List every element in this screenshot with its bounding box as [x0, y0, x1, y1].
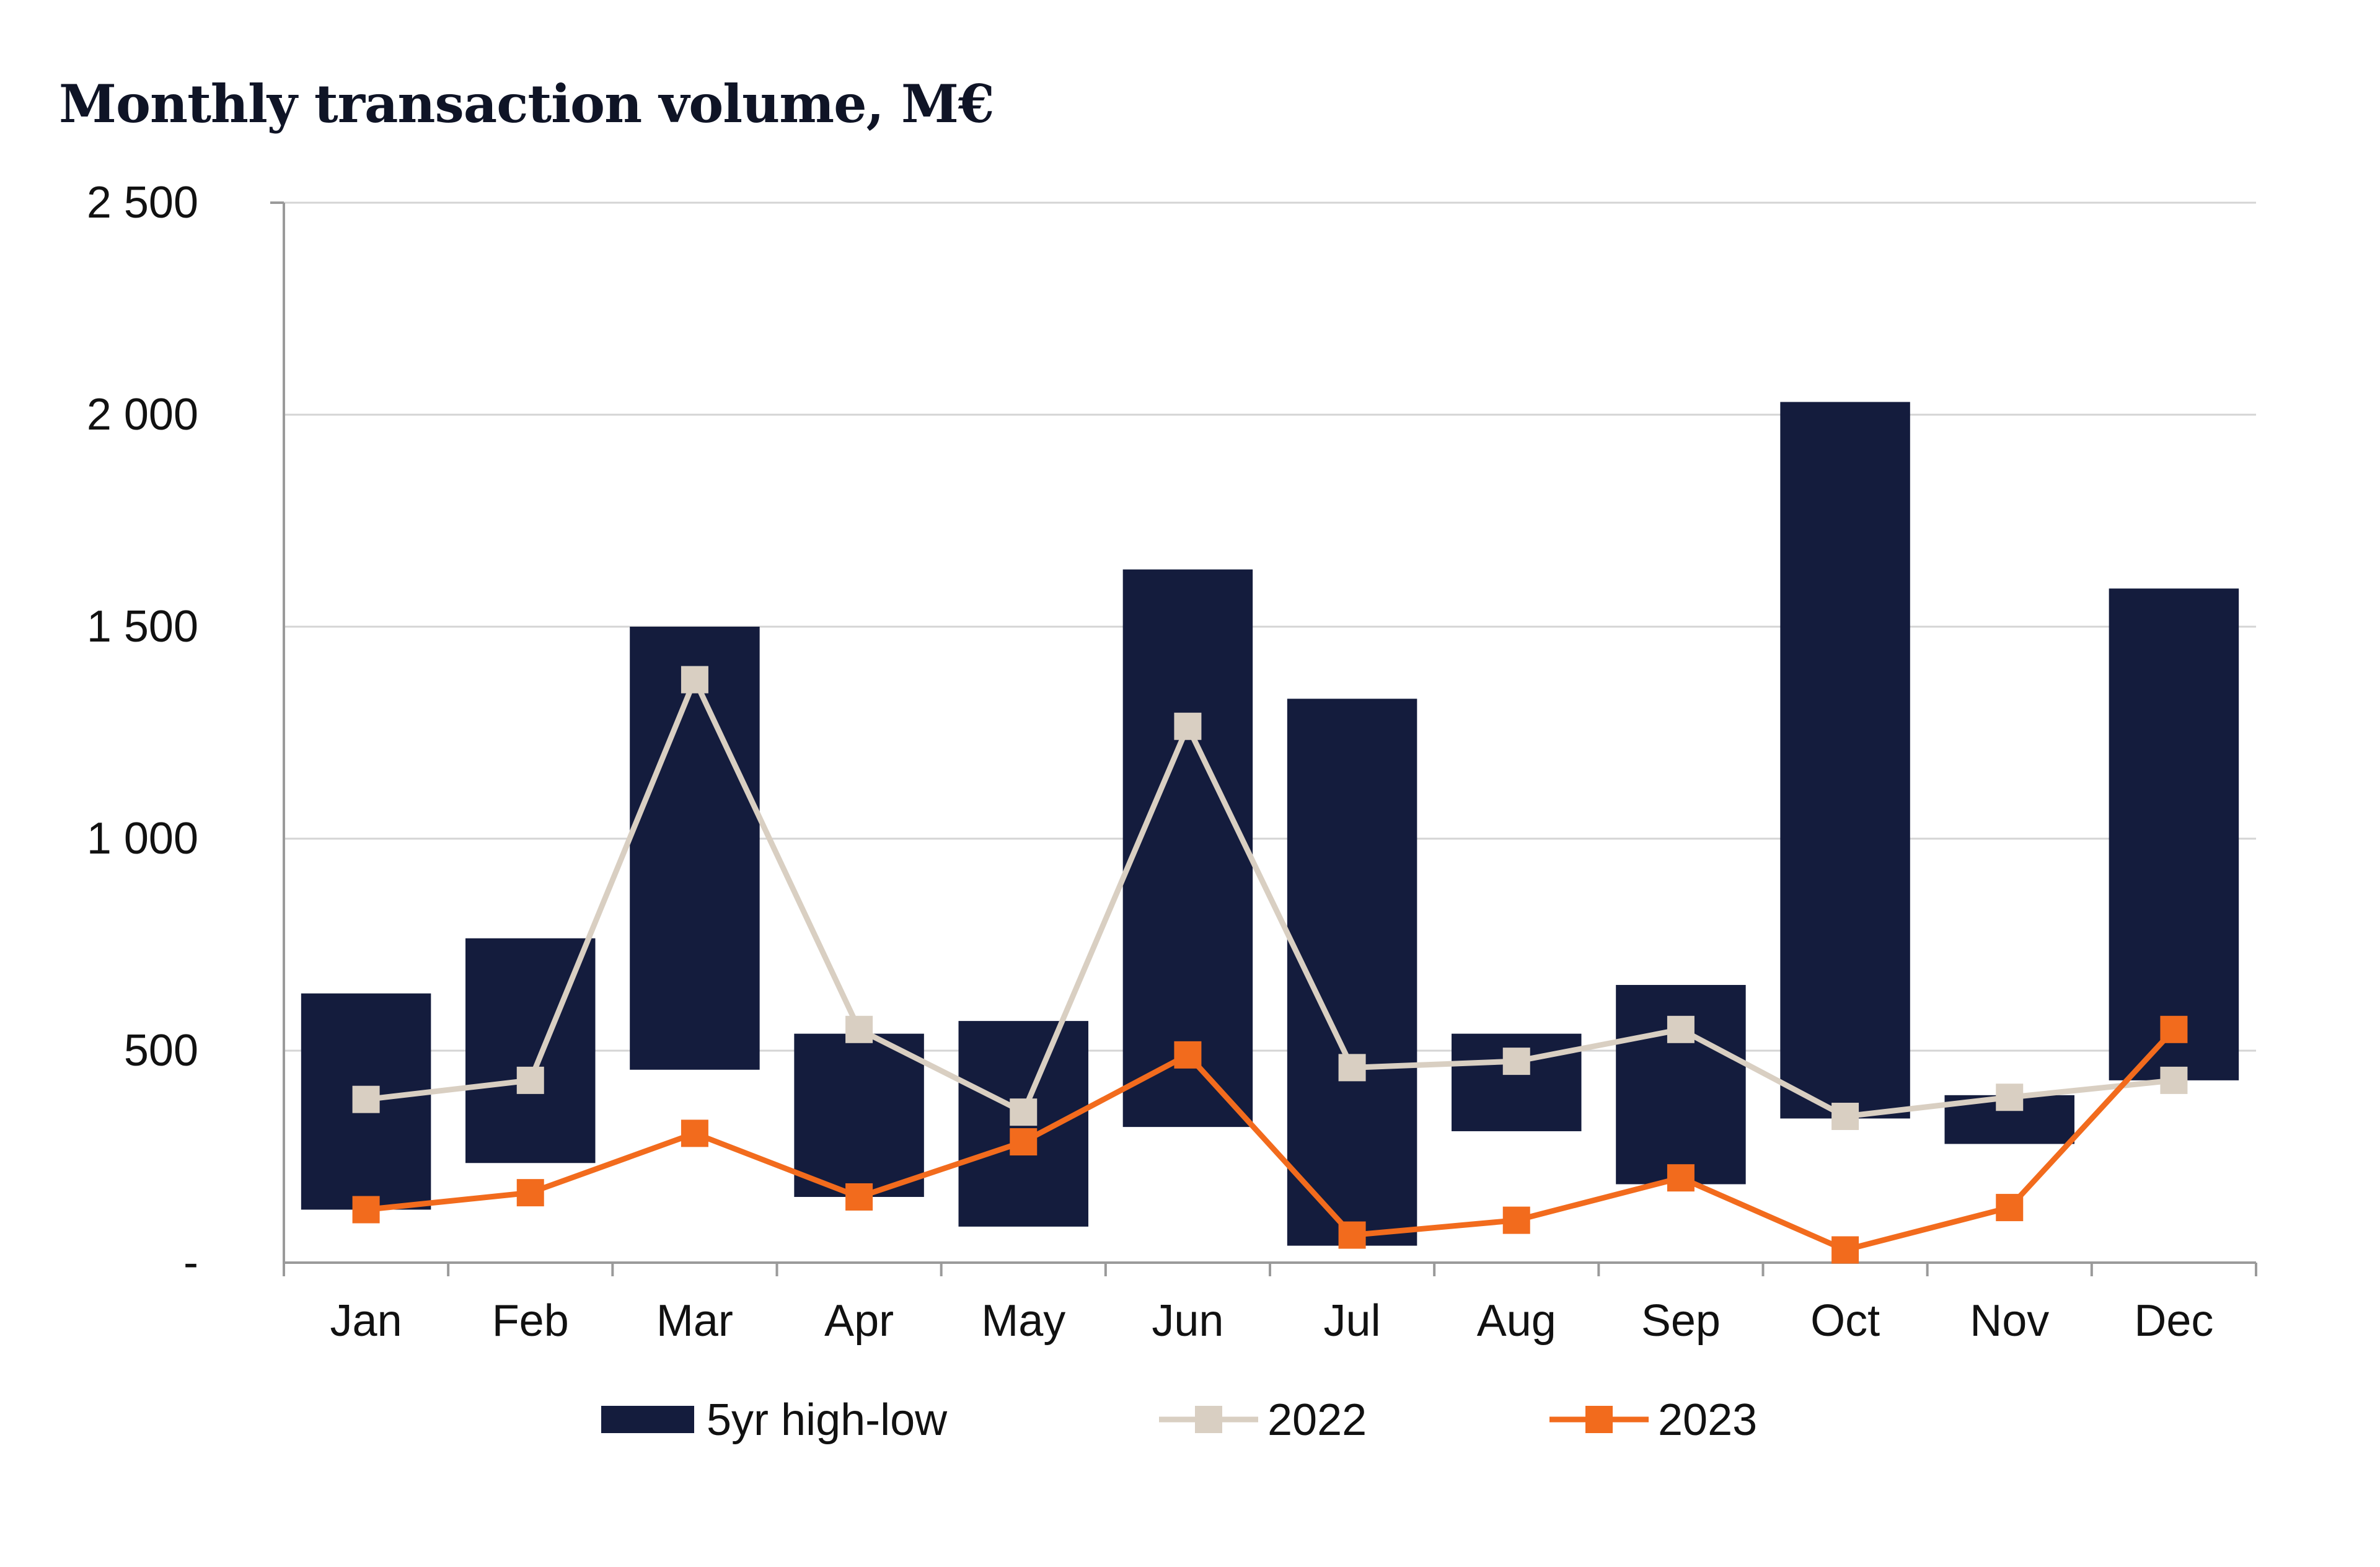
range-bar: [2109, 588, 2239, 1080]
series-line-2022: [366, 677, 2174, 1119]
marker-2022: [845, 1015, 873, 1043]
series-lines: [352, 666, 2188, 1264]
y-tick-label: 2 000: [87, 390, 198, 439]
marker-2022: [1667, 1015, 1695, 1043]
marker-2023: [1174, 1041, 1202, 1069]
y-tick-label: 1 500: [87, 602, 198, 651]
marker-2022: [1996, 1084, 2024, 1111]
legend-label: 2022: [1267, 1395, 1367, 1445]
marker-2023: [352, 1196, 380, 1224]
marker-2023: [516, 1179, 544, 1207]
legend-label: 2023: [1658, 1395, 1757, 1445]
marker-2022: [1010, 1098, 1038, 1126]
marker-2022: [352, 1085, 380, 1113]
y-tick-label: 1 000: [87, 814, 198, 863]
gridlines: [284, 201, 2256, 1052]
marker-2023: [1502, 1206, 1530, 1234]
x-tick-label: Jul: [1324, 1296, 1381, 1346]
x-tick-label: May: [981, 1296, 1065, 1346]
marker-2023: [2160, 1015, 2188, 1043]
x-tick-label: Feb: [492, 1296, 569, 1346]
marker-2023: [1996, 1194, 2024, 1222]
x-tick-label: Nov: [1970, 1296, 2049, 1346]
tick-labels: - 500 1 000 1 500 2 000 2 500 Jan Feb Mar Apr May J…: [87, 178, 2214, 1346]
x-tick-label: Sep: [1641, 1296, 1721, 1346]
marker-2022: [681, 666, 708, 694]
marker-2022: [1502, 1048, 1530, 1075]
marker-2022: [1831, 1103, 1859, 1131]
marker-2023: [1338, 1221, 1366, 1249]
marker-2023: [1010, 1128, 1038, 1156]
marker-2022: [1174, 712, 1202, 740]
marker-2023: [845, 1183, 873, 1211]
x-tick-label: Apr: [824, 1296, 894, 1346]
y-tick-label: 2 500: [87, 178, 198, 227]
marker-2022: [2160, 1066, 2188, 1094]
range-bar: [1616, 984, 1746, 1185]
x-tick-label: Mar: [656, 1296, 733, 1346]
legend: 5yr high-low 2022 2023: [601, 1395, 1757, 1445]
series-line-2023: [366, 1027, 2176, 1253]
marker-2022: [516, 1066, 544, 1094]
chart-title: Monthly transaction volume, M€: [59, 73, 994, 135]
range-bar: [1122, 569, 1253, 1128]
marker-2023: [1831, 1236, 1859, 1264]
legend-label: 5yr high-low: [707, 1395, 948, 1445]
axes: [270, 201, 2257, 1276]
range-bar: [630, 627, 760, 1070]
legend-swatch-bar: [601, 1406, 694, 1433]
x-tick-label: Jan: [330, 1296, 402, 1346]
range-bar: [794, 1033, 924, 1197]
x-tick-label: Aug: [1477, 1296, 1556, 1346]
y-tick-label: 500: [124, 1026, 198, 1075]
marker-2022: [1338, 1054, 1366, 1082]
x-tick-label: Oct: [1810, 1296, 1880, 1346]
marker-2023: [1667, 1164, 1695, 1192]
legend-swatch-marker: [1195, 1406, 1222, 1433]
range-bars: [301, 402, 2239, 1246]
range-bar: [1780, 402, 1910, 1119]
x-tick-label: Jun: [1152, 1296, 1223, 1346]
legend-swatch-marker: [1585, 1406, 1613, 1433]
x-tick-label: Dec: [2134, 1296, 2213, 1346]
y-tick-label: -: [183, 1238, 198, 1287]
marker-2023: [681, 1119, 708, 1147]
